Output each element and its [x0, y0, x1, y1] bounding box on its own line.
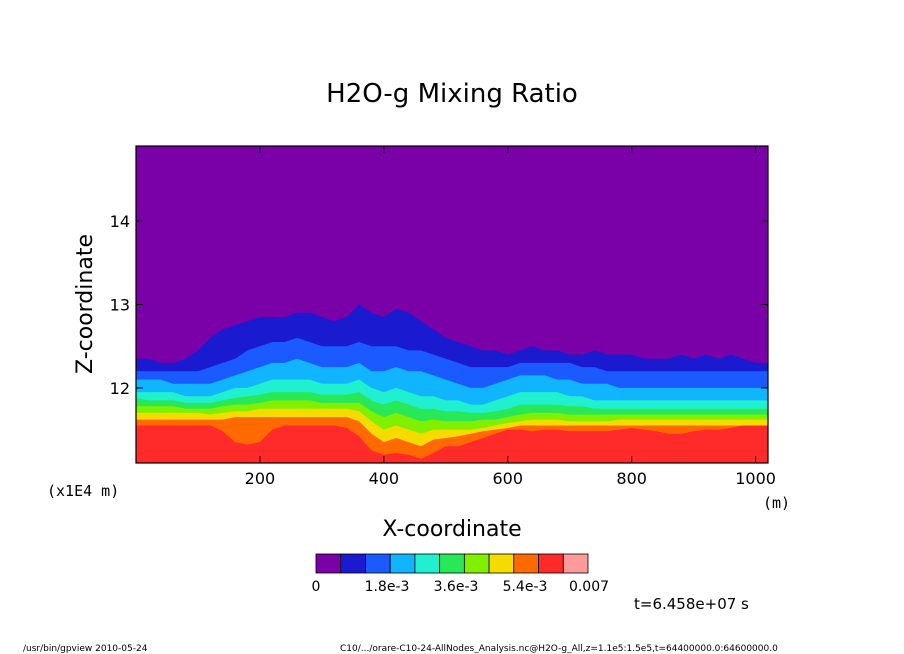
x-tick-label: 600 [492, 469, 523, 488]
colorbar-swatch [365, 553, 391, 574]
colorbar-tick-label: 0 [312, 579, 321, 595]
x-unit-label: (m) [763, 494, 790, 512]
colorbar-tick-label: 1.8e-3 [365, 579, 410, 595]
colorbar-swatch [463, 553, 490, 574]
x-tick-label: 400 [369, 469, 400, 488]
colorbar-tick-label: 5.4e-3 [503, 579, 548, 595]
colorbar-swatch [562, 553, 589, 574]
plot-area [136, 146, 768, 463]
colorbar-swatch [439, 553, 465, 574]
y-tick-label: 13 [110, 296, 130, 315]
colorbar-swatch [488, 553, 515, 574]
y-axis-label: Z-coordinate [73, 234, 98, 374]
colorbar-swatch [414, 553, 441, 574]
colorbar: 0 1.8e-3 3.6e-3 5.4e-3 0.007 [312, 553, 609, 595]
y-tick-label: 12 [110, 379, 130, 398]
colorbar-tick-label: 3.6e-3 [434, 579, 479, 595]
y-scale-label: (x1E4 m) [47, 482, 119, 500]
colorbar-swatch [340, 553, 366, 574]
y-tick-label: 14 [110, 212, 130, 231]
x-axis-label: X-coordinate [382, 517, 521, 542]
time-label: t=6.458e+07 s [634, 595, 749, 613]
x-tick-label: 800 [616, 469, 647, 488]
chart-title: H2O-g Mixing Ratio [326, 79, 578, 109]
colorbar-tick-label: 0.007 [569, 579, 609, 595]
footer-right: C10/.../orare-C10-24-AllNodes_Analysis.n… [340, 644, 778, 654]
colorbar-swatch [538, 553, 564, 574]
x-tick-label: 200 [245, 469, 276, 488]
footer-left: /usr/bin/gpview 2010-05-24 [23, 644, 148, 654]
colorbar-swatch [315, 553, 342, 574]
x-tick-label: 1000 [735, 469, 776, 488]
colorbar-swatch [389, 553, 416, 574]
contour-band-9 [136, 425, 768, 463]
colorbar-swatch [513, 553, 539, 574]
axes: 200 400 600 800 1000 12 13 14 [110, 145, 776, 488]
